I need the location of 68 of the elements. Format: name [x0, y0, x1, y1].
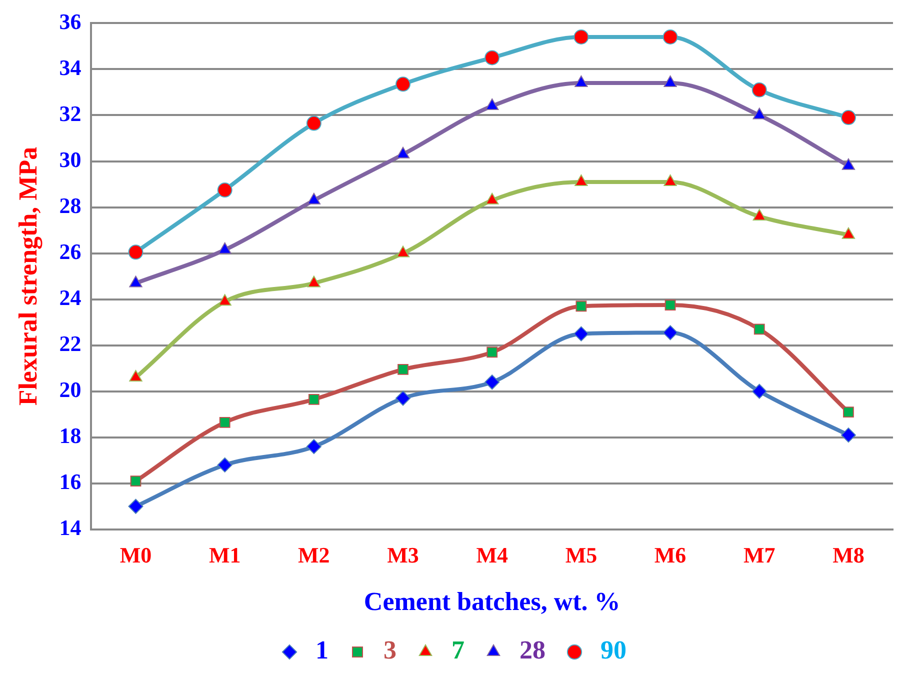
point	[574, 76, 588, 88]
point	[218, 242, 232, 254]
point	[396, 146, 410, 158]
y-tick-label: 34	[59, 54, 82, 80]
point	[217, 457, 232, 472]
x-tick-label: M8	[832, 542, 864, 568]
point	[486, 98, 499, 110]
x-tick-label: M1	[208, 542, 241, 568]
x-tick-label: M0	[120, 542, 152, 568]
y-tick-label: 32	[59, 100, 82, 126]
point	[752, 384, 767, 399]
point	[486, 346, 498, 358]
legend-label: 7	[452, 636, 464, 665]
point	[129, 276, 142, 288]
point	[486, 192, 499, 204]
point	[662, 325, 678, 340]
point	[130, 476, 142, 487]
y-tick-label: 22	[59, 331, 82, 356]
y-tick-label: 14	[59, 515, 82, 540]
point	[664, 300, 676, 311]
point	[307, 276, 320, 288]
y-axis-title: Flexural strength, MPa	[13, 146, 42, 406]
point	[396, 246, 410, 258]
point	[752, 82, 767, 98]
point	[843, 406, 854, 418]
x-axis-title: Cement batches, wt. %	[364, 587, 620, 616]
point	[664, 174, 677, 186]
x-tick-label: M3	[387, 542, 419, 568]
point	[306, 116, 322, 131]
point	[219, 416, 230, 428]
x-tick-label: M5	[565, 542, 598, 568]
point	[484, 374, 500, 390]
legend-label: 1	[316, 636, 328, 665]
point	[576, 300, 587, 312]
x-tick-label: M6	[654, 542, 686, 568]
point	[840, 428, 856, 443]
point	[128, 244, 144, 260]
point	[664, 76, 677, 88]
x-tick-label: M4	[476, 542, 508, 568]
point	[306, 439, 322, 454]
y-tick-label: 30	[59, 146, 82, 172]
y-tick-label: 36	[59, 8, 82, 34]
point	[752, 208, 766, 220]
y-tick-label: 24	[59, 284, 82, 310]
y-tick-label: 20	[59, 377, 82, 402]
y-tick-label: 16	[59, 469, 82, 494]
legend-label: 3	[384, 636, 396, 665]
y-tick-label: 28	[59, 192, 82, 218]
point	[574, 174, 588, 186]
point	[842, 227, 856, 239]
point	[574, 326, 589, 342]
point	[842, 158, 856, 170]
legend-label: 28	[520, 636, 546, 665]
point	[307, 192, 320, 204]
x-tick-label: M7	[743, 542, 776, 568]
point	[128, 498, 144, 514]
point	[754, 324, 765, 335]
point	[308, 394, 320, 405]
point	[218, 294, 232, 306]
legend-label: 90	[600, 636, 626, 665]
x-tick-label: M2	[298, 542, 330, 568]
point	[217, 182, 232, 198]
point	[752, 108, 766, 120]
point	[396, 390, 411, 406]
y-tick-label: 18	[59, 423, 82, 448]
point	[129, 370, 142, 382]
point	[398, 364, 408, 375]
y-tick-label: 26	[59, 238, 82, 264]
